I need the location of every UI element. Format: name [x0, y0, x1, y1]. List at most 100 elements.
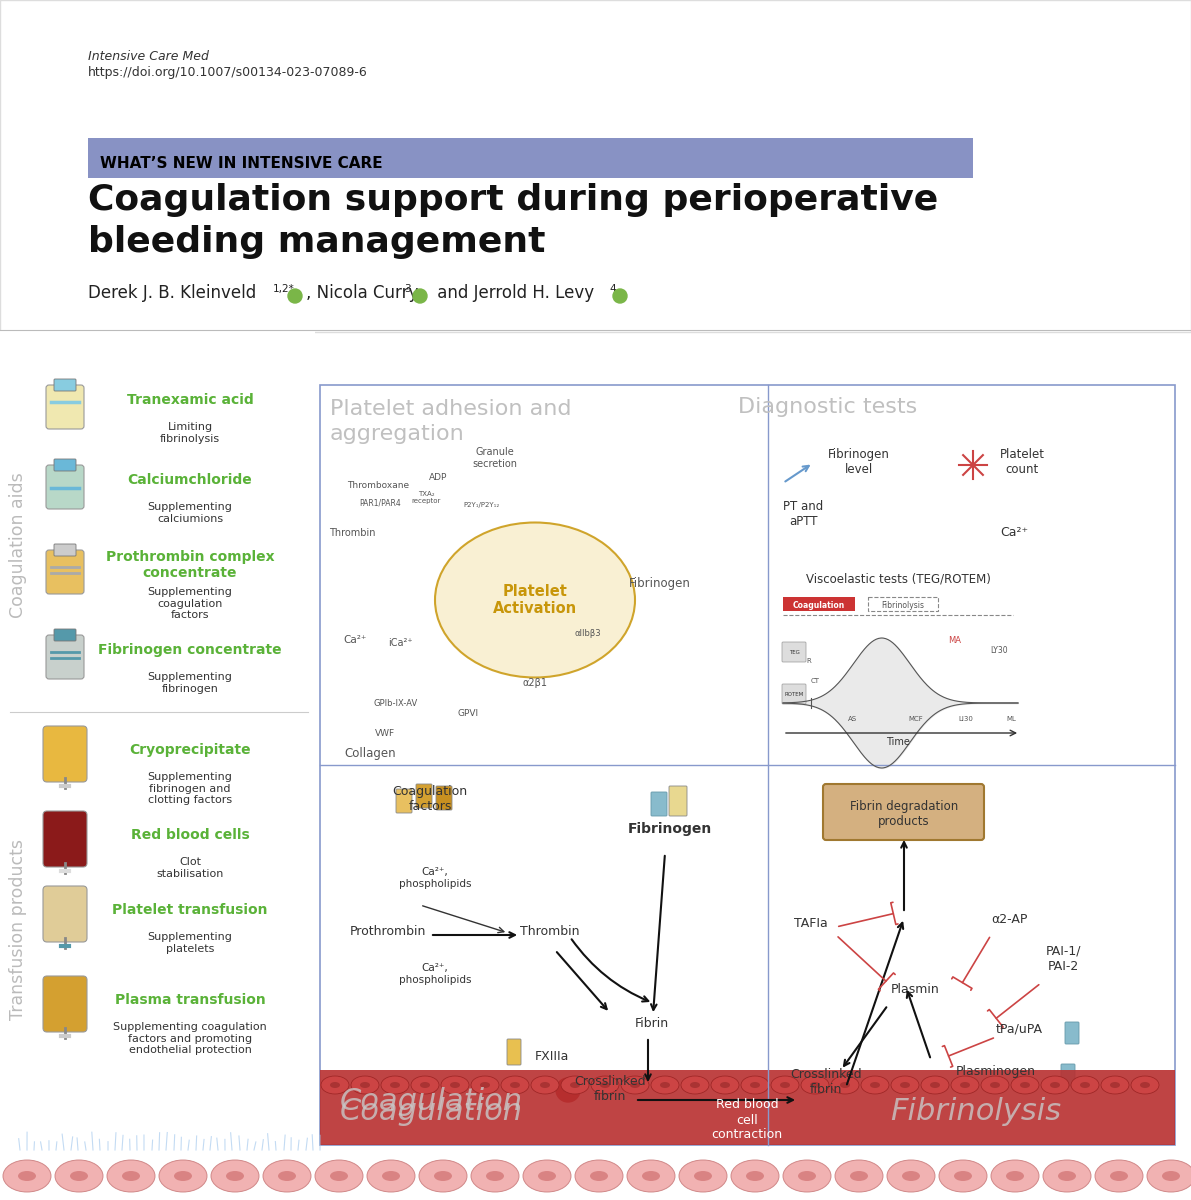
Text: Fibrin degradation
products: Fibrin degradation products	[850, 800, 958, 828]
FancyBboxPatch shape	[0, 330, 314, 1200]
Text: Ca²⁺,
phospholipids: Ca²⁺, phospholipids	[399, 964, 472, 985]
Ellipse shape	[55, 1160, 102, 1192]
Text: Coagulation: Coagulation	[339, 1087, 523, 1116]
Text: Ca²⁺,
phospholipids: Ca²⁺, phospholipids	[399, 868, 472, 889]
Circle shape	[413, 289, 428, 302]
Ellipse shape	[1100, 1076, 1129, 1094]
Text: tPa/uPA: tPa/uPA	[996, 1022, 1043, 1036]
FancyBboxPatch shape	[782, 642, 806, 662]
Text: Fibrinogen concentrate: Fibrinogen concentrate	[98, 643, 282, 658]
Ellipse shape	[278, 1171, 297, 1181]
Ellipse shape	[486, 1171, 504, 1181]
Ellipse shape	[441, 1076, 469, 1094]
Text: aggregation: aggregation	[330, 424, 464, 444]
Circle shape	[613, 289, 626, 302]
FancyBboxPatch shape	[46, 550, 85, 594]
Ellipse shape	[960, 1082, 969, 1088]
FancyBboxPatch shape	[54, 379, 76, 391]
Ellipse shape	[600, 1082, 610, 1088]
Ellipse shape	[681, 1076, 709, 1094]
Text: and Jerrold H. Levy: and Jerrold H. Levy	[432, 284, 594, 302]
FancyBboxPatch shape	[436, 786, 453, 810]
Ellipse shape	[435, 522, 635, 678]
Text: Fibrinogen: Fibrinogen	[628, 822, 712, 836]
Ellipse shape	[1162, 1171, 1180, 1181]
FancyBboxPatch shape	[54, 458, 76, 470]
Ellipse shape	[630, 1082, 640, 1088]
Text: iD: iD	[291, 293, 299, 299]
Text: Diagnostic tests: Diagnostic tests	[738, 397, 917, 416]
Ellipse shape	[18, 1171, 36, 1181]
Text: PAI-1/
PAI-2: PAI-1/ PAI-2	[1046, 946, 1081, 973]
Ellipse shape	[780, 1082, 790, 1088]
Text: VWF: VWF	[375, 728, 395, 738]
Text: LI30: LI30	[958, 716, 973, 722]
Text: Coagulation: Coagulation	[339, 1097, 523, 1126]
Text: Coagulation support during perioperative: Coagulation support during perioperative	[88, 182, 939, 217]
FancyBboxPatch shape	[88, 138, 973, 178]
Ellipse shape	[434, 1171, 453, 1181]
Text: Cryoprecipitate: Cryoprecipitate	[129, 743, 251, 757]
Ellipse shape	[721, 1082, 730, 1088]
Text: ROTEM: ROTEM	[785, 691, 804, 696]
Text: Transfusion products: Transfusion products	[10, 840, 27, 1020]
Ellipse shape	[263, 1160, 311, 1192]
Text: R: R	[806, 658, 811, 664]
FancyBboxPatch shape	[54, 629, 76, 641]
Ellipse shape	[954, 1171, 972, 1181]
Text: Limiting
fibrinolysis: Limiting fibrinolysis	[160, 422, 220, 444]
FancyBboxPatch shape	[782, 596, 855, 611]
Ellipse shape	[330, 1171, 348, 1181]
Ellipse shape	[351, 1076, 379, 1094]
Text: Thrombin: Thrombin	[329, 528, 375, 538]
Ellipse shape	[1071, 1076, 1099, 1094]
Text: Ca²⁺: Ca²⁺	[1000, 527, 1028, 540]
Ellipse shape	[561, 1076, 590, 1094]
Text: Fibrinolysis: Fibrinolysis	[881, 600, 924, 610]
Ellipse shape	[1147, 1160, 1191, 1192]
FancyBboxPatch shape	[651, 792, 667, 816]
Text: TXA₂
receptor: TXA₂ receptor	[411, 492, 441, 504]
FancyBboxPatch shape	[0, 0, 1191, 332]
Text: , Nicola Curry: , Nicola Curry	[306, 284, 418, 302]
Ellipse shape	[450, 1082, 460, 1088]
Ellipse shape	[419, 1160, 467, 1192]
Ellipse shape	[381, 1076, 409, 1094]
Text: P2Y₁/P2Y₁₂: P2Y₁/P2Y₁₂	[463, 502, 500, 508]
Ellipse shape	[679, 1160, 727, 1192]
FancyBboxPatch shape	[416, 784, 432, 808]
Ellipse shape	[531, 1076, 559, 1094]
Ellipse shape	[107, 1160, 155, 1192]
FancyBboxPatch shape	[54, 544, 76, 556]
Text: Red blood
cell
contraction: Red blood cell contraction	[711, 1098, 782, 1141]
Ellipse shape	[1006, 1171, 1024, 1181]
FancyBboxPatch shape	[43, 726, 87, 782]
FancyBboxPatch shape	[46, 385, 85, 428]
Ellipse shape	[314, 1160, 363, 1192]
Ellipse shape	[626, 1160, 675, 1192]
Text: α2β1: α2β1	[523, 678, 548, 688]
FancyBboxPatch shape	[320, 385, 1176, 1145]
Ellipse shape	[810, 1082, 819, 1088]
Text: Fibrinogen: Fibrinogen	[629, 576, 691, 589]
Ellipse shape	[1131, 1076, 1159, 1094]
Text: iD: iD	[616, 293, 624, 299]
FancyBboxPatch shape	[43, 976, 87, 1032]
Ellipse shape	[939, 1160, 987, 1192]
Ellipse shape	[501, 1076, 529, 1094]
Text: PAR1/PAR4: PAR1/PAR4	[360, 498, 401, 508]
Text: Coagulation aids: Coagulation aids	[10, 472, 27, 618]
Ellipse shape	[510, 1082, 520, 1088]
Text: https://doi.org/10.1007/s00134-023-07089-6: https://doi.org/10.1007/s00134-023-07089…	[88, 66, 368, 79]
Ellipse shape	[731, 1160, 779, 1192]
Ellipse shape	[470, 1160, 519, 1192]
Ellipse shape	[590, 1171, 607, 1181]
Ellipse shape	[538, 1171, 556, 1181]
Text: Prothrombin: Prothrombin	[350, 925, 426, 938]
Ellipse shape	[690, 1082, 700, 1088]
Ellipse shape	[621, 1076, 649, 1094]
Ellipse shape	[991, 1160, 1039, 1192]
Ellipse shape	[174, 1171, 192, 1181]
Ellipse shape	[389, 1082, 400, 1088]
Ellipse shape	[360, 1082, 370, 1088]
